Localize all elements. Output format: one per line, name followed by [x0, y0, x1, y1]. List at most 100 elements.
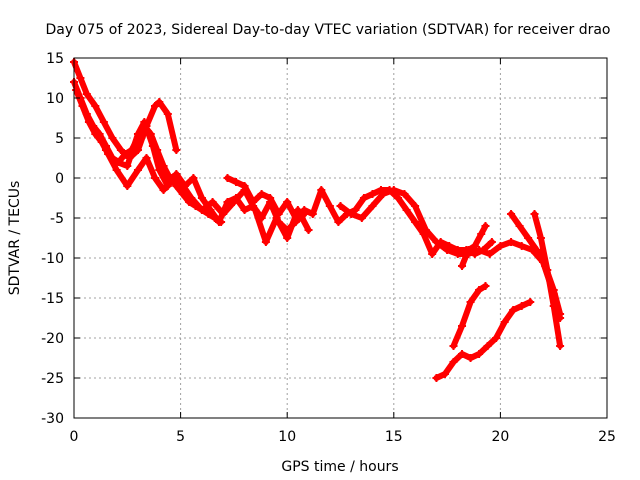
- data-point: [249, 198, 258, 206]
- data-point: [347, 210, 356, 218]
- data-point: [300, 206, 309, 214]
- data-point: [475, 246, 484, 254]
- data-point: [536, 234, 545, 242]
- data-point: [308, 210, 317, 218]
- data-point: [443, 246, 452, 254]
- data-point: [223, 174, 232, 182]
- data-point: [481, 222, 490, 230]
- data-point: [487, 238, 496, 246]
- axes: 0 5 10 15 20 25 -30 -25 -20 -15 -10 -5 0 5 10 15: [41, 51, 616, 445]
- y-tick-label: -10: [41, 251, 64, 267]
- data-point: [240, 182, 249, 190]
- x-axis-title: GPS time / hours: [281, 459, 398, 475]
- x-tick-label: 10: [278, 429, 296, 445]
- data-point: [466, 298, 475, 306]
- series-trace-j: [450, 283, 489, 349]
- series-trace-f: [337, 187, 564, 321]
- data-point: [532, 246, 541, 254]
- data-point: [357, 214, 366, 222]
- data-point: [172, 170, 181, 178]
- data-point: [336, 202, 345, 210]
- data-point: [168, 174, 177, 182]
- data-point: [485, 250, 494, 258]
- data-point: [121, 150, 130, 158]
- y-tick-label: -5: [50, 211, 64, 227]
- y-tick-label: 10: [46, 91, 64, 107]
- y-tick-label: -15: [41, 291, 64, 307]
- data-point: [483, 342, 492, 350]
- data-point: [91, 130, 100, 138]
- data-point: [214, 218, 223, 226]
- data-point: [172, 146, 181, 154]
- data-point: [500, 318, 509, 326]
- data-point: [458, 262, 467, 270]
- data-point: [76, 74, 85, 82]
- data-point: [515, 222, 524, 230]
- data-point: [140, 118, 149, 126]
- markers-trace-i: [432, 298, 535, 382]
- data-point: [475, 286, 484, 294]
- data-point: [97, 138, 106, 146]
- data-point: [453, 250, 462, 258]
- data-point: [379, 190, 388, 198]
- data-point: [481, 282, 490, 290]
- data-point: [123, 182, 132, 190]
- data-point: [517, 302, 526, 310]
- data-point: [496, 242, 505, 250]
- series-trace-i: [433, 299, 534, 381]
- data-point: [112, 166, 121, 174]
- data-point: [466, 354, 475, 362]
- data-layer: [70, 58, 565, 382]
- plot-frame: [73, 57, 608, 419]
- data-point: [530, 210, 539, 218]
- data-point: [317, 186, 326, 194]
- data-point: [219, 210, 228, 218]
- chart-title: Day 075 of 2023, Sidereal Day-to-day VTE…: [45, 22, 610, 38]
- data-point: [133, 130, 142, 138]
- data-point: [151, 174, 160, 182]
- data-point: [82, 90, 91, 98]
- data-point: [108, 134, 117, 142]
- data-point: [449, 342, 458, 350]
- markers-trace-j: [449, 282, 490, 350]
- data-point: [261, 238, 270, 246]
- data-point: [524, 234, 533, 242]
- data-point: [304, 226, 313, 234]
- data-point: [251, 206, 260, 214]
- y-tick-label: -25: [41, 371, 64, 387]
- data-point: [155, 98, 164, 106]
- data-point: [72, 86, 81, 94]
- data-point: [402, 206, 411, 214]
- data-point: [464, 246, 473, 254]
- y-axis-title: SDTVAR / TECUs: [7, 181, 23, 296]
- data-point: [283, 234, 292, 242]
- series-trace-a: [71, 59, 180, 161]
- x-tick-label: 15: [385, 429, 403, 445]
- data-point: [208, 198, 217, 206]
- data-point: [411, 218, 420, 226]
- data-point: [176, 178, 185, 186]
- data-point: [78, 102, 87, 110]
- data-point: [507, 238, 516, 246]
- data-point: [116, 146, 125, 154]
- data-point: [325, 202, 334, 210]
- markers-trace-h: [530, 210, 565, 350]
- y-tick-label: 0: [55, 171, 64, 187]
- data-point: [148, 142, 157, 150]
- x-tick-label: 5: [176, 429, 185, 445]
- data-point: [274, 210, 283, 218]
- y-tick-label: -20: [41, 331, 64, 347]
- x-tick-label: 0: [70, 429, 79, 445]
- data-point: [123, 162, 132, 170]
- data-point: [509, 306, 518, 314]
- data-point: [492, 334, 501, 342]
- data-point: [159, 186, 168, 194]
- data-point: [142, 154, 151, 162]
- x-tick-label: 25: [598, 429, 616, 445]
- y-tick-label: -30: [41, 411, 64, 427]
- data-point: [291, 214, 300, 222]
- data-point: [507, 210, 516, 218]
- data-point: [133, 166, 142, 174]
- data-point: [394, 194, 403, 202]
- data-point: [229, 198, 238, 206]
